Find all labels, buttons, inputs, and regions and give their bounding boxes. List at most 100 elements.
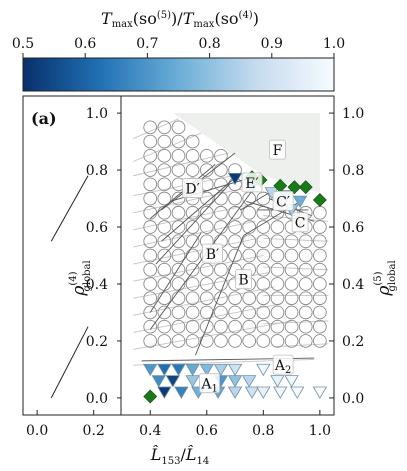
y-tick-label-left: 0.0 — [86, 391, 108, 407]
region-label-box — [291, 212, 309, 233]
colorbar-tick-label: 0.9 — [261, 36, 283, 52]
circle-marker — [298, 319, 313, 334]
x-tick-label: 0.4 — [139, 423, 161, 439]
circle-marker — [171, 305, 186, 320]
circle-marker — [284, 234, 299, 249]
gray-line — [133, 118, 179, 140]
circle-marker — [313, 305, 327, 320]
circle-marker — [313, 220, 327, 234]
circle-marker — [143, 163, 158, 177]
panel-label: (a) — [31, 109, 57, 128]
circle-marker — [214, 334, 228, 348]
dark-line — [161, 172, 241, 242]
circle-marker — [214, 277, 228, 291]
region-label: B′ — [202, 243, 223, 264]
colorbar-tick-label: 0.6 — [74, 36, 96, 52]
colorbar-tick-label: 0.7 — [136, 36, 158, 52]
diamond-marker — [298, 180, 313, 195]
circle-marker — [256, 234, 271, 249]
circle-marker — [199, 148, 214, 163]
circle-marker — [185, 319, 200, 334]
circle-marker — [214, 305, 228, 320]
circle-marker — [256, 319, 271, 334]
region-label: A1 — [199, 373, 221, 395]
triangle-marker — [185, 363, 200, 377]
circle-marker — [143, 220, 158, 234]
left-strip-lines — [50, 175, 89, 399]
circle-marker — [214, 191, 228, 206]
region-label-box — [182, 178, 204, 198]
circle-marker — [242, 291, 257, 306]
circle-marker — [171, 319, 186, 334]
diamond-marker — [143, 389, 158, 404]
circle-marker — [270, 248, 285, 263]
gray-line — [133, 255, 264, 282]
gray-line — [133, 286, 275, 316]
circle-marker — [256, 305, 271, 320]
circle-marker — [284, 334, 299, 348]
circle-marker — [157, 134, 172, 149]
region-labels: F E′ D′ C′ C B′ B A2 A1 — [182, 139, 309, 395]
circle-marker — [242, 234, 257, 249]
triangle-marker — [292, 195, 308, 209]
triangle-marker — [143, 363, 158, 377]
plot-frame — [22, 95, 335, 416]
region-label: E′ — [241, 172, 263, 193]
colorbar-ticks: 0.5 0.6 0.7 0.8 0.9 1.0 — [12, 36, 345, 52]
region-label-text: C′ — [276, 194, 290, 210]
triangle-marker — [199, 363, 214, 377]
circle-marker — [242, 305, 257, 320]
colorbar — [22, 57, 335, 92]
x-tick-label: 0.0 — [26, 423, 48, 439]
circle-marker — [143, 234, 158, 249]
triangle-marker — [227, 172, 243, 186]
circle-marker — [298, 262, 313, 277]
circle-marker — [284, 248, 299, 263]
circle-marker — [157, 234, 172, 249]
circle-marker — [284, 291, 299, 306]
region-label-box — [202, 243, 223, 264]
circle-marker — [185, 334, 200, 348]
circle-marker — [298, 334, 313, 348]
circle-marker — [171, 234, 186, 249]
diamond-marker — [312, 193, 327, 207]
y-tick-label-left: 0.2 — [86, 334, 108, 350]
circle-marker — [270, 305, 285, 320]
region-label-box — [272, 354, 294, 375]
circle-marker — [284, 305, 299, 320]
circle-marker — [171, 134, 186, 149]
circle-marker — [185, 305, 200, 320]
circle-marker — [185, 262, 200, 277]
dark-line — [195, 235, 244, 356]
triangle-marker — [157, 363, 172, 377]
colorbar-label: Tmax(so(5))/Tmax(so(4)) — [101, 9, 259, 30]
region-label: F — [269, 139, 286, 160]
triangle-marker — [273, 386, 288, 399]
triangle-marker — [174, 386, 189, 399]
circle-marker — [228, 319, 242, 334]
circle-marker — [157, 305, 172, 320]
triangle-marker — [227, 375, 243, 388]
circle-marker — [214, 148, 228, 163]
x-axis-label: L̂153/L̂14 — [150, 445, 209, 467]
gray-line — [263, 237, 329, 242]
triangle-marker — [244, 386, 260, 399]
circle-marker — [298, 234, 313, 249]
circle-marker — [171, 248, 186, 263]
circle-marker — [199, 305, 214, 320]
circle-marker — [199, 291, 214, 306]
x-ticks: 0.0 0.2 0.4 0.6 0.8 1.0 — [26, 410, 331, 439]
circle-marker — [185, 148, 200, 163]
circle-marker — [242, 220, 257, 234]
circle-marker — [298, 291, 313, 306]
circle-marker — [256, 291, 271, 306]
circle-marker — [171, 334, 186, 348]
circle-marker — [185, 291, 200, 306]
left-line — [50, 326, 89, 399]
triangle-marker — [227, 363, 243, 377]
circle-marker — [270, 334, 285, 348]
circle-marker — [256, 277, 271, 291]
y-tick-label-left: 0.8 — [86, 163, 108, 179]
circle-marker — [242, 248, 257, 263]
region-label-box — [235, 269, 252, 290]
